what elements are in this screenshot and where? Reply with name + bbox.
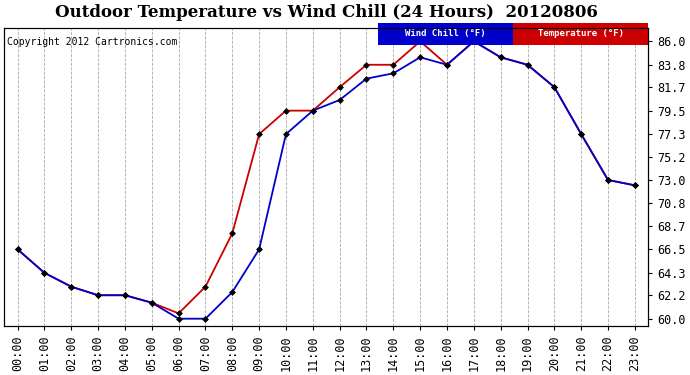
Text: Copyright 2012 Cartronics.com: Copyright 2012 Cartronics.com [8,38,178,47]
Title: Outdoor Temperature vs Wind Chill (24 Hours)  20120806: Outdoor Temperature vs Wind Chill (24 Ho… [55,4,598,21]
